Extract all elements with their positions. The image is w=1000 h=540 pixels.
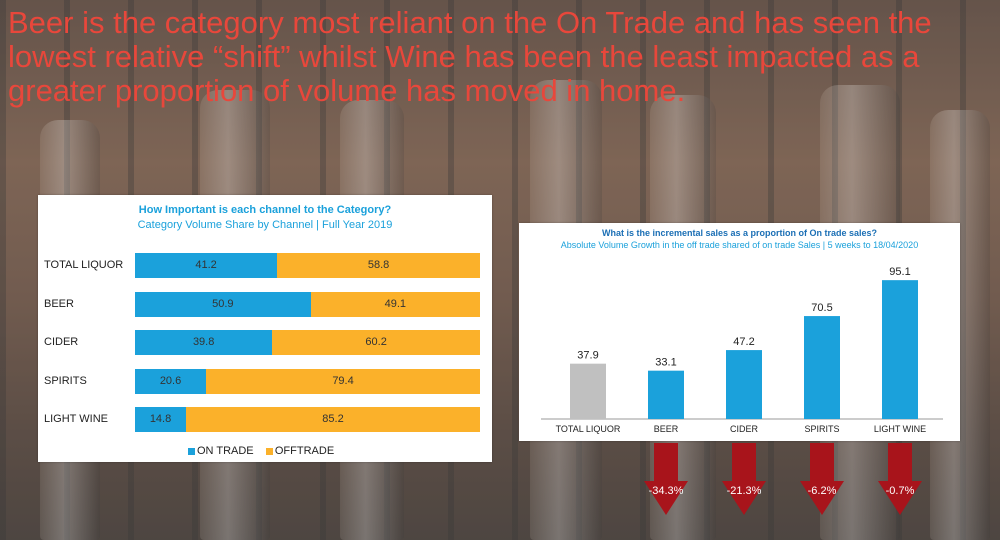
legend-swatch-off-trade [265, 447, 273, 455]
bar-value-label: 50.9 [212, 297, 234, 310]
chart1-subtitle: Category Volume Share by Channel | Full … [137, 219, 393, 231]
category-label-light-wine: LIGHT WINE [44, 413, 108, 425]
bar-on-trade-beer: 50.9 [135, 291, 311, 317]
slide-title: Beer is the category most reliant on the… [8, 5, 932, 108]
change-label-spirits: -6.2% [807, 485, 837, 497]
bar-value-label-cider: 47.2 [733, 336, 754, 348]
bar-value-label-total-liquor: 37.9 [577, 350, 598, 362]
bar-offtrade-spirits: 79.4 [206, 368, 480, 394]
down-arrow-light-wine: -0.7% [878, 443, 922, 515]
x-tick-label-spirits: SPIRITS [804, 424, 839, 434]
legend-label-off-trade: OFFTRADE [274, 445, 335, 457]
category-label-beer: BEER [44, 297, 74, 310]
bar-offtrade-beer: 49.1 [310, 291, 480, 317]
channel-share-chart-panel: How Important is each channel to the Cat… [38, 195, 492, 462]
bar-value-label: 58.8 [367, 259, 390, 271]
chart2-title: What is the incremental sales as a propo… [601, 228, 878, 238]
chart1-title: How Important is each channel to the Cat… [138, 204, 392, 216]
x-tick-label-beer: BEER [654, 424, 679, 434]
bar-on-trade-total-liquor: 41.2 [135, 253, 278, 278]
bar-value-label: 39.8 [192, 336, 215, 348]
change-label-cider: -21.3% [726, 485, 762, 497]
category-label-total-liquor: TOTAL LIQUOR [44, 259, 124, 271]
bar-value-label-beer: 33.1 [655, 357, 676, 369]
legend-label-on-trade: ON TRADE [197, 445, 254, 457]
bar-offtrade-light-wine: 85.2 [186, 407, 480, 432]
down-arrow-beer: -34.3% [644, 443, 688, 515]
bar-spirits [804, 316, 840, 419]
change-label-light-wine: -0.7% [885, 485, 915, 497]
bar-on-trade-cider: 39.8 [135, 330, 273, 355]
bar-offtrade-total-liquor: 58.8 [277, 253, 480, 278]
bar-offtrade-cider: 60.2 [272, 330, 480, 355]
bar-value-label: 20.6 [159, 374, 182, 387]
change-label-beer: -34.3% [648, 485, 684, 497]
bar-value-label: 85.2 [322, 413, 344, 425]
bar-value-label: 49.1 [384, 297, 406, 310]
bar-on-trade-light-wine: 14.8 [135, 407, 187, 432]
bar-value-label: 14.8 [149, 413, 172, 425]
category-label-spirits: SPIRITS [44, 374, 87, 387]
bar-value-label-spirits: 70.5 [811, 302, 832, 314]
chart2-plot: 37.9 TOTAL LIQUOR 33.1 BEER 47.2 CIDER 70.5 SPI… [541, 266, 943, 434]
down-arrow-spirits: -6.2% [800, 443, 844, 515]
chart1-legend: ON TRADE OFFTRADE [188, 445, 334, 457]
legend-swatch-on-trade [188, 447, 195, 455]
bar-cider [726, 350, 762, 419]
category-label-cider: CIDER [44, 336, 79, 348]
x-tick-label-total-liquor: TOTAL LIQUOR [556, 424, 621, 434]
bar-value-label: 79.4 [332, 374, 354, 387]
chart2-subtitle: Absolute Volume Growth in the off trade … [560, 240, 919, 250]
bar-beer [648, 370, 684, 419]
down-arrow-cider: -21.3% [722, 443, 766, 515]
bar-value-label-light-wine: 95.1 [889, 266, 910, 278]
bar-on-trade-spirits: 20.6 [135, 368, 207, 394]
bar-value-label: 60.2 [365, 336, 387, 348]
x-tick-label-light-wine: LIGHT WINE [874, 424, 926, 434]
incremental-sales-chart-panel: What is the incremental sales as a propo… [519, 223, 960, 441]
bar-total-liquor [570, 363, 606, 419]
bar-value-label: 41.2 [195, 259, 217, 271]
bar-light-wine [882, 280, 918, 419]
x-tick-label-cider: CIDER [730, 424, 759, 434]
